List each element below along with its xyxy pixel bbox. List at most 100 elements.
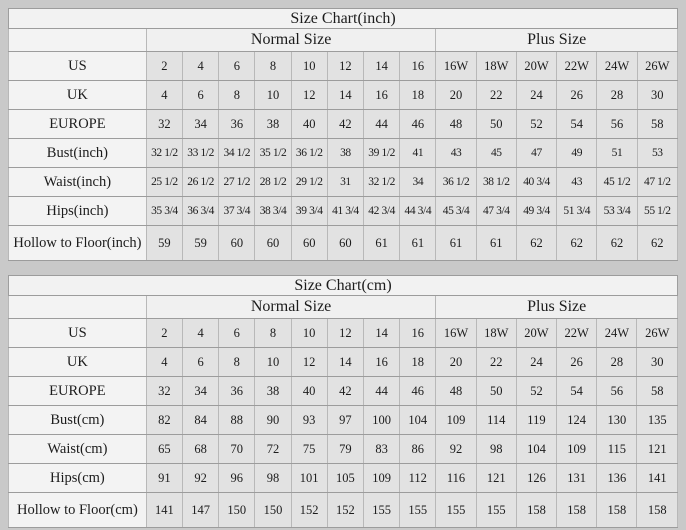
size-value-cell: 61 — [475, 225, 517, 261]
size-value-cell: 60 — [290, 225, 328, 261]
size-value-cell: 114 — [475, 405, 517, 435]
size-value-cell: 84 — [181, 405, 220, 435]
size-value-cell: 8 — [254, 51, 292, 81]
size-value-cell: 92 — [181, 463, 220, 493]
size-value-cell: 70 — [218, 434, 256, 464]
group-header-plus-size: Plus Size — [435, 28, 678, 52]
table-row: Hollow to Floor(inch) 59 59 60 60 60 60 61 61 61 6… — [8, 225, 679, 261]
size-value-cell: 4 — [182, 51, 220, 81]
size-value-cell: 8 — [218, 347, 256, 377]
size-value-cell: 68 — [181, 434, 220, 464]
size-value-cell: 8 — [218, 80, 256, 110]
size-value-cell: 28 1/2 — [254, 167, 292, 197]
size-value-cell: 14 — [362, 318, 401, 348]
size-value-cell: 10 — [254, 347, 292, 377]
size-value-cell: 135 — [636, 405, 678, 435]
size-value-cell: 59 — [145, 225, 184, 261]
size-value-cell: 28 — [596, 347, 638, 377]
row-label: EUROPE — [8, 376, 147, 406]
size-chart-cm-table: Size Chart(cm) Normal Size Plus Size US 2… — [8, 275, 678, 528]
size-value-cell: 46 — [399, 376, 437, 406]
size-value-cell: 39 1/2 — [363, 138, 401, 168]
size-value-cell: 40 — [290, 109, 328, 139]
row-label: Hollow to Floor(inch) — [8, 225, 147, 261]
size-value-cell: 42 — [326, 109, 365, 139]
size-value-cell: 60 — [326, 225, 365, 261]
size-value-cell: 32 — [145, 376, 183, 406]
size-value-cell: 16 — [363, 80, 401, 110]
size-value-cell: 22 — [475, 80, 517, 110]
row-label: US — [8, 51, 147, 81]
size-value-cell: 55 1/2 — [636, 196, 679, 226]
size-value-cell: 60 — [254, 225, 292, 261]
size-value-cell: 43 — [556, 167, 598, 197]
size-value-cell: 4 — [181, 318, 220, 348]
table-row: Hips(inch) 35 3/4 36 3/4 37 3/4 38 3/4 39 3/4… — [8, 196, 679, 226]
size-value-cell: 12 — [326, 318, 364, 348]
table-row: UK 4 6 8 10 12 14 16 18 20 22 24 26 28 30 — [8, 347, 678, 377]
size-value-cell: 109 — [556, 434, 598, 464]
size-value-cell: 65 — [145, 434, 183, 464]
size-value-cell: 45 — [475, 138, 517, 168]
size-value-cell: 90 — [254, 405, 292, 435]
size-value-cell: 26 1/2 — [182, 167, 220, 197]
size-value-cell: 6 — [181, 347, 220, 377]
table-row: US 2 4 6 8 10 12 14 16 16W 18W 20W 22W 24W 26W — [8, 51, 679, 81]
size-value-cell: 158 — [556, 492, 598, 528]
size-value-cell: 101 — [290, 463, 328, 493]
size-value-cell: 109 — [435, 405, 477, 435]
size-value-cell: 59 — [182, 225, 220, 261]
size-value-cell: 2 — [145, 51, 184, 81]
table-row: Hips(cm) 91 92 96 98 101 105 109 112 116 121 126 131… — [8, 463, 678, 493]
size-value-cell: 147 — [181, 492, 220, 528]
size-value-cell: 18W — [475, 51, 517, 81]
size-value-cell: 26W — [636, 318, 678, 348]
size-value-cell: 61 — [363, 225, 401, 261]
size-value-cell: 72 — [254, 434, 292, 464]
size-value-cell: 47 3/4 — [475, 196, 517, 226]
size-value-cell: 24 — [515, 347, 558, 377]
size-value-cell: 32 1/2 — [145, 138, 184, 168]
row-label: Bust(cm) — [8, 405, 147, 435]
size-value-cell: 16W — [435, 51, 477, 81]
row-label: Waist(inch) — [8, 167, 147, 197]
size-value-cell: 96 — [218, 463, 256, 493]
group-header-plus-size: Plus Size — [435, 295, 678, 319]
size-value-cell: 158 — [596, 492, 638, 528]
size-value-cell: 41 3/4 — [326, 196, 365, 226]
size-value-cell: 27 1/2 — [218, 167, 256, 197]
size-value-cell: 75 — [290, 434, 328, 464]
size-value-cell: 158 — [515, 492, 558, 528]
table-row: Normal Size Plus Size — [8, 295, 678, 319]
group-header-normal-size: Normal Size — [145, 28, 437, 52]
size-value-cell: 24W — [596, 51, 638, 81]
size-value-cell: 155 — [435, 492, 477, 528]
size-value-cell: 62 — [515, 225, 558, 261]
size-value-cell: 51 3/4 — [556, 196, 598, 226]
size-value-cell: 6 — [218, 318, 256, 348]
row-label: Hips(inch) — [8, 196, 147, 226]
size-value-cell: 158 — [636, 492, 678, 528]
size-value-cell: 56 — [596, 376, 638, 406]
size-value-cell: 43 — [435, 138, 477, 168]
size-value-cell: 6 — [218, 51, 256, 81]
size-value-cell: 45 1/2 — [596, 167, 638, 197]
size-value-cell: 98 — [254, 463, 292, 493]
table-title: Size Chart(inch) — [8, 8, 678, 29]
size-value-cell: 49 3/4 — [515, 196, 558, 226]
size-value-cell: 6 — [182, 80, 220, 110]
size-value-cell: 141 — [636, 463, 678, 493]
size-value-cell: 38 — [254, 376, 292, 406]
size-value-cell: 155 — [399, 492, 437, 528]
size-value-cell: 28 — [596, 80, 638, 110]
size-value-cell: 20 — [435, 80, 477, 110]
row-label: Bust(inch) — [8, 138, 147, 168]
table-row: Size Chart(inch) — [8, 8, 678, 29]
size-value-cell: 34 1/2 — [218, 138, 256, 168]
size-value-cell: 26 — [556, 80, 598, 110]
size-value-cell: 92 — [435, 434, 477, 464]
table-row: US 2 4 6 8 10 12 14 16 16W 18W 20W 22W 24W 26W — [8, 318, 678, 348]
size-value-cell: 40 — [290, 376, 328, 406]
size-value-cell: 10 — [290, 51, 328, 81]
size-value-cell: 48 — [435, 376, 477, 406]
